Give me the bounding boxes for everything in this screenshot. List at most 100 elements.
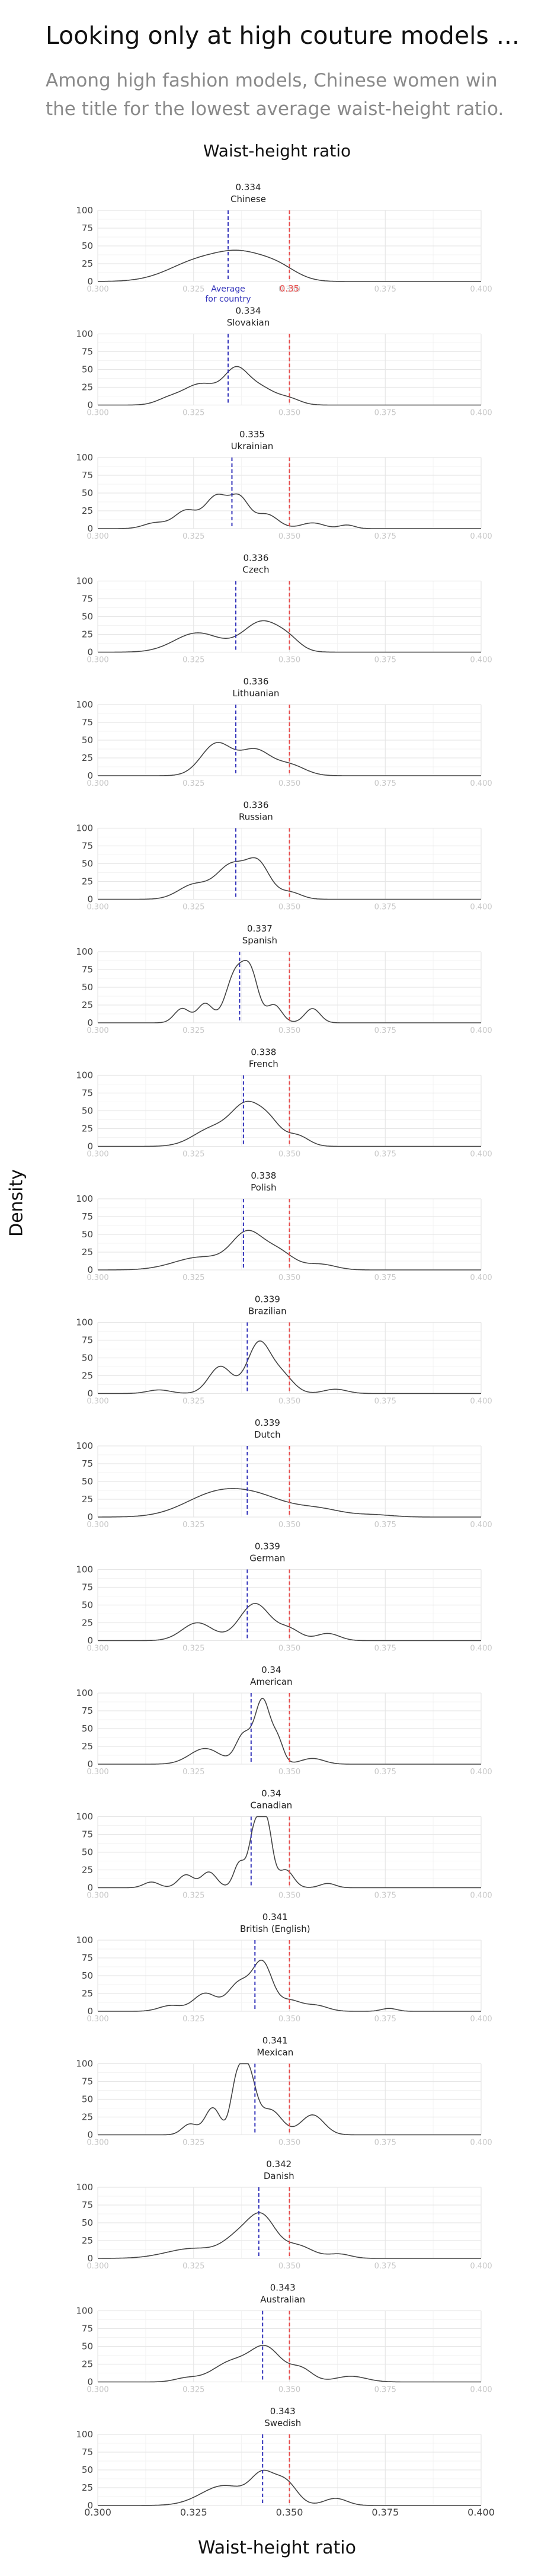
y-tick-label: 100 — [76, 205, 93, 216]
y-tick-label: 75 — [82, 594, 93, 604]
y-tick-label: 50 — [82, 612, 93, 622]
x-tick-label: 0.300 — [87, 2139, 108, 2148]
country-label: Slovakian — [227, 318, 270, 328]
density-curve — [98, 1100, 481, 1147]
x-tick-label: 0.300 — [87, 779, 108, 788]
y-tick-label: 0 — [87, 1883, 93, 1893]
x-tick-label: 0.350 — [278, 1521, 300, 1529]
y-tick-label: 75 — [82, 841, 93, 852]
y-tick-label: 0 — [87, 1388, 93, 1399]
y-tick-label: 50 — [82, 241, 93, 251]
average-value-label: 0.339 — [255, 1541, 280, 1552]
x-tick-label: 0.350 — [278, 1026, 300, 1035]
x-tick-label: 0.375 — [374, 532, 396, 541]
x-tick-label: 0.300 — [87, 409, 108, 418]
y-tick-label: 100 — [76, 1070, 93, 1081]
x-tick-label: 0.375 — [374, 1892, 396, 1900]
y-tick-label: 100 — [76, 329, 93, 340]
x-tick-label: 0.300 — [87, 2386, 108, 2395]
country-label: Swedish — [264, 2418, 301, 2428]
panel-spanish: 0 25 50 75 100 0.300 0.325 0.350 0.375 0.400 0.337… — [76, 923, 492, 1035]
y-tick-label: 25 — [82, 1247, 93, 1257]
y-tick-label: 25 — [82, 2112, 93, 2123]
y-tick-label: 75 — [82, 1705, 93, 1716]
x-tick-label: 0.350 — [278, 1892, 300, 1900]
y-tick-label: 0 — [87, 1265, 93, 1275]
average-value-label: 0.339 — [255, 1417, 280, 1428]
x-tick-label: 0.375 — [374, 2262, 396, 2271]
y-tick-label: 100 — [76, 2182, 93, 2193]
reference-value-label: 0.35 — [280, 283, 299, 294]
y-tick-label: 100 — [76, 1935, 93, 1945]
x-tick-label: 0.325 — [182, 1892, 204, 1900]
panel-polish: 0 25 50 75 100 0.300 0.325 0.350 0.375 0.400 0.338… — [76, 1170, 492, 1282]
y-tick-label: 100 — [76, 1441, 93, 1451]
average-value-label: 0.336 — [243, 676, 268, 687]
x-tick-label: 0.350 — [278, 779, 300, 788]
y-tick-label: 100 — [76, 1317, 93, 1328]
panel-mexican: 0 25 50 75 100 0.300 0.325 0.350 0.375 0.400 0.341… — [76, 2036, 492, 2148]
x-tick-label: 0.350 — [278, 1273, 300, 1282]
x-tick-label: 0.375 — [374, 903, 396, 912]
x-tick-label: 0.325 — [182, 532, 204, 541]
y-tick-label: 100 — [76, 2059, 93, 2069]
average-value-label: 0.334 — [236, 182, 261, 193]
country-label: French — [249, 1059, 278, 1070]
x-tick-label: 0.300 — [87, 1644, 108, 1653]
y-tick-label: 0 — [87, 276, 93, 287]
x-tick-label: 0.325 — [182, 1150, 204, 1159]
x-tick-label: 0.375 — [372, 2507, 399, 2518]
y-tick-label: 25 — [82, 505, 93, 516]
y-tick-label: 25 — [82, 629, 93, 640]
y-tick-label: 25 — [82, 876, 93, 887]
panel-danish: 0 25 50 75 100 0.300 0.325 0.350 0.375 0.400 0.342… — [76, 2159, 492, 2271]
country-label: Russian — [239, 812, 273, 823]
average-annotation: Average — [211, 284, 245, 294]
panel-british-english-: 0 25 50 75 100 0.300 0.325 0.350 0.375 0.400 0.341… — [76, 1912, 492, 2024]
x-tick-label: 0.400 — [470, 2262, 492, 2271]
y-tick-label: 50 — [82, 982, 93, 993]
y-tick-label: 100 — [76, 452, 93, 463]
x-tick-label: 0.400 — [470, 1397, 492, 1406]
x-tick-label: 0.300 — [87, 656, 108, 665]
y-tick-label: 25 — [82, 258, 93, 269]
country-label: Ukrainian — [231, 441, 274, 452]
y-tick-label: 75 — [82, 2324, 93, 2334]
x-tick-label: 0.400 — [470, 656, 492, 665]
x-tick-label: 0.300 — [87, 1273, 108, 1282]
y-tick-label: 25 — [82, 1988, 93, 1999]
x-tick-label: 0.400 — [467, 2507, 495, 2518]
x-tick-label: 0.375 — [374, 656, 396, 665]
country-label: British (English) — [240, 1924, 310, 1934]
average-annotation: for country — [205, 295, 251, 304]
y-tick-label: 75 — [82, 1582, 93, 1593]
y-tick-label: 75 — [82, 717, 93, 728]
x-tick-label: 0.350 — [278, 532, 300, 541]
x-tick-label: 0.325 — [182, 779, 204, 788]
x-tick-label: 0.325 — [182, 2386, 204, 2395]
x-tick-label: 0.350 — [278, 1768, 300, 1777]
x-tick-label: 0.325 — [180, 2507, 207, 2518]
x-tick-label: 0.300 — [87, 1521, 108, 1529]
x-tick-label: 0.350 — [278, 1397, 300, 1406]
y-tick-label: 50 — [82, 2465, 93, 2475]
x-tick-label: 0.350 — [278, 2015, 300, 2024]
x-tick-label: 0.325 — [182, 903, 204, 912]
country-label: Dutch — [254, 1429, 281, 1440]
x-tick-label: 0.325 — [182, 1644, 204, 1653]
x-tick-label: 0.400 — [470, 1768, 492, 1777]
y-tick-label: 100 — [76, 1688, 93, 1698]
panel-australian: 0 25 50 75 100 0.300 0.325 0.350 0.375 0.400 0.343… — [76, 2283, 492, 2395]
panel-brazilian: 0 25 50 75 100 0.300 0.325 0.350 0.375 0.400 0.339… — [76, 1294, 492, 1406]
y-tick-label: 100 — [76, 946, 93, 957]
y-tick-label: 75 — [82, 2200, 93, 2210]
x-tick-label: 0.300 — [87, 2015, 108, 2024]
x-tick-label: 0.400 — [470, 1644, 492, 1653]
country-label: Australian — [260, 2295, 305, 2305]
y-tick-label: 50 — [82, 1106, 93, 1116]
y-tick-label: 50 — [82, 2094, 93, 2105]
y-tick-label: 50 — [82, 364, 93, 375]
average-value-label: 0.337 — [247, 923, 273, 934]
x-tick-label: 0.350 — [278, 285, 300, 294]
y-tick-label: 75 — [82, 347, 93, 357]
